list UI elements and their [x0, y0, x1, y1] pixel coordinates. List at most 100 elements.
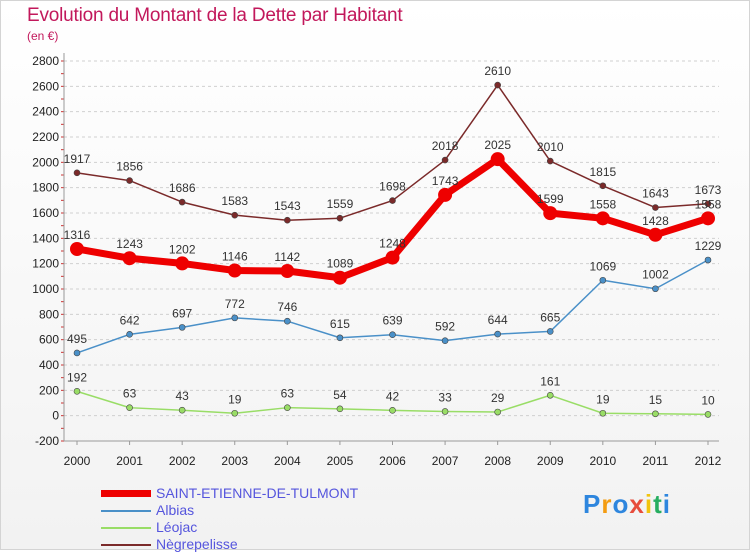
brand-letter: i — [662, 489, 671, 519]
legend-item[interactable]: SAINT-ETIENNE-DE-TULMONT — [101, 485, 461, 502]
y-tick-label: 1000 — [32, 282, 59, 296]
data-point — [652, 410, 659, 418]
data-label: 1643 — [642, 187, 669, 201]
legend-item[interactable]: Albias — [101, 502, 461, 519]
data-label: 1069 — [589, 259, 616, 273]
brand-letter: o — [612, 489, 630, 519]
data-label: 1673 — [695, 183, 722, 197]
legend-item[interactable]: Léojac — [101, 519, 461, 536]
x-tick-label: 2010 — [589, 454, 616, 468]
data-point — [441, 156, 449, 164]
y-tick-label: 1800 — [32, 181, 59, 195]
y-tick-label: 600 — [39, 333, 59, 347]
data-label: 1917 — [64, 152, 91, 166]
legend-label-0: SAINT-ETIENNE-DE-TULMONT — [156, 485, 359, 501]
legend-swatch-1 — [101, 510, 151, 512]
brand-letter: x — [629, 489, 645, 519]
data-point — [175, 256, 190, 271]
x-tick-label: 2004 — [274, 454, 301, 468]
data-point — [595, 211, 610, 226]
data-label: 19 — [228, 392, 242, 406]
data-label: 63 — [281, 387, 295, 401]
x-tick-label: 2006 — [379, 454, 406, 468]
data-point — [178, 406, 186, 414]
data-point — [389, 331, 396, 339]
data-point — [389, 407, 396, 414]
legend: SAINT-ETIENNE-DE-TULMONT Albias Léojac N… — [101, 485, 461, 553]
chart-title: Evolution du Montant de la Dette par Hab… — [27, 5, 403, 26]
data-label: 1856 — [116, 160, 143, 174]
data-point — [122, 251, 137, 266]
x-tick-label: 2002 — [169, 454, 196, 468]
data-label: 1202 — [169, 242, 196, 256]
data-label: 33 — [438, 390, 452, 404]
data-label: 1142 — [274, 250, 300, 264]
data-label: 495 — [67, 332, 87, 346]
data-label: 54 — [333, 388, 347, 402]
data-label: 642 — [120, 313, 140, 327]
data-label: 2610 — [484, 64, 511, 78]
data-label: 1428 — [642, 214, 669, 228]
data-point — [599, 182, 607, 190]
data-point — [385, 250, 400, 265]
data-label: 2010 — [537, 140, 564, 154]
data-label: 665 — [540, 310, 560, 324]
data-label: 1815 — [589, 165, 616, 179]
data-point — [704, 411, 712, 418]
data-point — [599, 276, 607, 284]
legend-label-1: Albias — [156, 502, 195, 518]
data-label: 1229 — [695, 239, 722, 253]
data-point — [284, 216, 291, 224]
data-point — [126, 177, 133, 184]
data-label: 1248 — [379, 237, 406, 251]
y-tick-label: 2600 — [32, 79, 59, 93]
data-label: 1316 — [64, 228, 91, 242]
brand-letter: P — [583, 489, 602, 519]
data-label: 10 — [701, 393, 715, 407]
data-point — [332, 270, 347, 285]
data-point — [280, 264, 295, 279]
data-label: 2018 — [432, 139, 459, 153]
proxiti-logo: Proxiti — [583, 489, 671, 520]
data-label: 192 — [67, 370, 87, 384]
data-point — [70, 241, 84, 256]
data-point — [284, 404, 291, 411]
data-point — [231, 211, 239, 219]
data-point — [546, 157, 554, 165]
y-tick-label: 2800 — [32, 54, 59, 68]
data-point — [438, 187, 453, 202]
data-label: 161 — [540, 374, 560, 388]
chart-subtitle: (en €) — [27, 29, 59, 43]
data-point — [546, 328, 554, 335]
legend-swatch-0 — [101, 490, 151, 497]
data-label: 772 — [225, 297, 245, 311]
data-label: 639 — [382, 314, 402, 328]
data-point — [543, 206, 558, 221]
data-point — [441, 337, 449, 344]
data-point — [336, 405, 344, 413]
data-point — [704, 200, 712, 208]
data-point — [701, 211, 715, 226]
legend-item[interactable]: Nègrepelisse — [101, 536, 461, 553]
data-label: 1558 — [695, 197, 722, 211]
y-tick-label: 800 — [39, 307, 59, 321]
data-label: 1558 — [589, 197, 616, 211]
data-label: 1743 — [432, 174, 459, 188]
data-point — [494, 81, 501, 89]
x-tick-label: 2008 — [484, 454, 511, 468]
data-label: 1002 — [642, 268, 669, 282]
data-label: 15 — [649, 393, 663, 407]
data-point — [389, 197, 396, 204]
x-tick-label: 2009 — [537, 454, 564, 468]
data-point — [652, 204, 659, 211]
y-tick-label: 1400 — [32, 231, 59, 245]
legend-label-2: Léojac — [156, 519, 198, 535]
data-point — [441, 408, 449, 415]
data-point — [599, 409, 607, 417]
x-tick-label: 2001 — [116, 454, 143, 468]
data-label: 1243 — [116, 237, 143, 251]
data-point — [652, 285, 659, 293]
brand-letter: i — [644, 489, 654, 519]
